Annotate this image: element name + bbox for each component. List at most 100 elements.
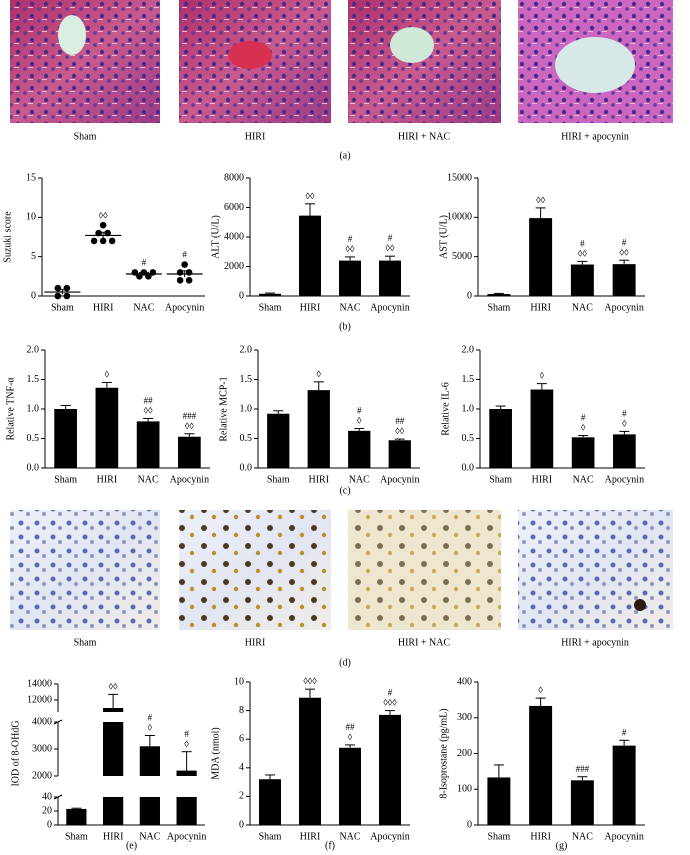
bar	[299, 215, 321, 296]
x-tick-label: NAC	[138, 474, 159, 485]
bar	[571, 437, 595, 468]
annotation: #	[622, 408, 627, 418]
y-tick-label: 4000	[32, 716, 52, 727]
annotation: ◊◊◊	[303, 676, 317, 686]
y-tick-label: 100	[457, 784, 472, 795]
y-tick-label: 0	[31, 290, 36, 301]
bar	[95, 387, 119, 468]
annotation: ◊◊	[306, 191, 315, 201]
bar	[259, 779, 281, 825]
bar	[54, 409, 77, 468]
y-axis-label: ALT (U/L)	[210, 215, 221, 259]
y-tick-label: 5	[31, 251, 36, 262]
x-tick-label: HIRI	[530, 831, 551, 842]
x-tick-label: NAC	[572, 302, 593, 313]
y-axis-label: Suzuki score	[2, 211, 13, 263]
point	[99, 237, 107, 245]
bar	[489, 409, 512, 468]
y-tick-label: 0	[467, 819, 472, 830]
x-tick-label: NAC	[349, 474, 370, 485]
y-tick-label: 1.0	[240, 403, 253, 414]
caption: Sham	[74, 131, 97, 142]
y-tick-label: 0	[239, 819, 244, 830]
annotation: ◊◊	[99, 210, 108, 220]
image	[179, 510, 331, 630]
axis-break	[53, 719, 63, 725]
x-tick-label: Sham	[487, 302, 510, 313]
image	[518, 510, 673, 630]
point	[54, 292, 62, 300]
bar	[178, 436, 201, 468]
y-tick-label: 14000	[27, 678, 52, 689]
y-tick-label: 12000	[27, 694, 52, 705]
bar	[529, 705, 553, 825]
x-tick-label: Apocynin	[167, 831, 206, 842]
image	[10, 510, 160, 630]
y-tick-label: 6000	[224, 202, 244, 213]
annotation: ◊◊	[395, 426, 404, 436]
bar	[176, 770, 197, 776]
image	[10, 0, 160, 123]
caption: HIRI + apocynin	[561, 131, 629, 142]
y-tick-label: 1.5	[27, 374, 40, 385]
y-tick-label: 4000	[224, 231, 244, 242]
caption: HIRI	[245, 131, 266, 142]
x-tick-label: Apocynin	[170, 474, 209, 485]
bar	[379, 260, 401, 296]
point	[90, 237, 98, 245]
panel-label: (a)	[339, 150, 350, 161]
panel-label: (g)	[556, 840, 568, 851]
point	[108, 237, 116, 245]
bar	[339, 747, 361, 825]
caption: HIRI + apocynin	[561, 637, 629, 648]
point	[63, 284, 71, 292]
y-tick-label: 1.5	[240, 374, 253, 385]
y-axis-label: IOD of 8-OHdG	[10, 720, 21, 786]
annotation: ◊	[357, 416, 362, 426]
y-tick-label: 1.5	[462, 374, 475, 385]
y-tick-label: 15000	[447, 172, 472, 183]
x-tick-label: HIRI	[530, 302, 551, 313]
x-tick-label: HIRI	[93, 302, 114, 313]
x-tick-label: Sham	[267, 474, 290, 485]
bar	[379, 714, 401, 825]
annotation: ◊◊	[185, 421, 194, 431]
y-tick-label: 2000	[224, 261, 244, 272]
point	[185, 269, 193, 276]
y-tick-label: 15	[26, 172, 36, 183]
point	[176, 269, 184, 276]
y-tick-label: 0.5	[27, 433, 40, 444]
annotation: #	[581, 413, 586, 423]
bar	[139, 797, 160, 825]
annotation: ◊◊	[386, 243, 395, 253]
image	[58, 15, 86, 55]
bar	[570, 264, 594, 296]
annotation: ◊◊	[144, 406, 153, 416]
point	[136, 273, 143, 280]
bar	[259, 293, 281, 296]
annotation: ◊	[184, 739, 189, 749]
annotation: ###	[576, 764, 590, 774]
image	[348, 510, 501, 630]
y-tick-label: 0.0	[27, 462, 40, 473]
annotation: ##	[144, 396, 154, 406]
y-tick-label: 0	[239, 290, 244, 301]
annotation: #	[184, 729, 189, 739]
annotation: #	[622, 727, 627, 737]
annotation: #	[388, 688, 393, 698]
bar	[613, 434, 636, 468]
bar	[529, 218, 553, 296]
point	[54, 284, 62, 292]
point	[104, 229, 111, 237]
bar	[307, 390, 330, 468]
point	[185, 276, 193, 284]
bar	[530, 389, 554, 468]
panel-label: (c)	[339, 485, 350, 496]
x-tick-label: NAC	[133, 302, 154, 313]
annotation: #	[148, 713, 153, 723]
annotation: #	[622, 237, 627, 247]
y-tick-label: 0	[47, 819, 52, 830]
annotation: ◊	[148, 723, 153, 733]
annotation: ◊◊◊	[383, 698, 397, 708]
caption: Sham	[74, 637, 97, 648]
